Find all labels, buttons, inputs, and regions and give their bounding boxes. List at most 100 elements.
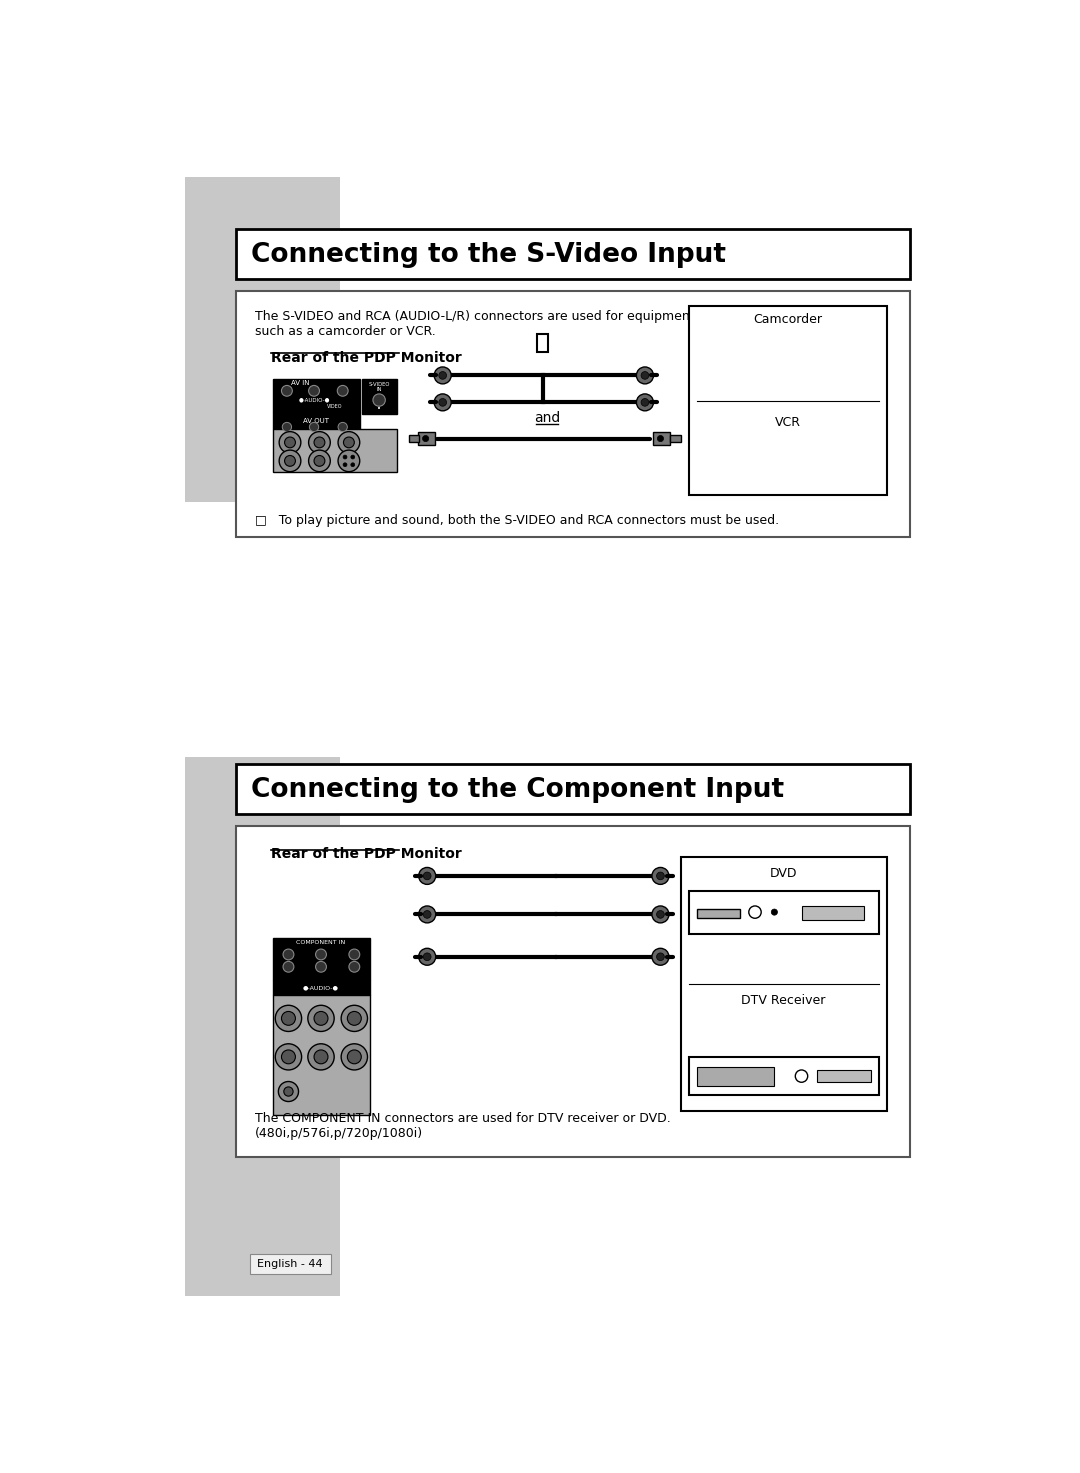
Circle shape xyxy=(275,1044,301,1069)
Circle shape xyxy=(282,1050,296,1064)
Text: AV IN: AV IN xyxy=(291,380,309,386)
Text: COMPONENT IN: COMPONENT IN xyxy=(296,940,346,946)
Circle shape xyxy=(795,1069,808,1083)
Circle shape xyxy=(434,393,451,411)
Text: (480i,p/576i,p/720p/1080i): (480i,p/576i,p/720p/1080i) xyxy=(255,1127,423,1140)
Bar xyxy=(235,826,910,1156)
Text: AV OUT: AV OUT xyxy=(302,418,328,424)
Text: Rear of the PDP Monitor: Rear of the PDP Monitor xyxy=(271,847,461,862)
Circle shape xyxy=(423,910,431,918)
Bar xyxy=(235,230,910,280)
Bar xyxy=(689,891,879,934)
Circle shape xyxy=(642,371,649,379)
Bar xyxy=(186,177,340,502)
Circle shape xyxy=(284,455,296,467)
Bar xyxy=(689,306,887,495)
Text: DTV Receiver: DTV Receiver xyxy=(742,994,826,1008)
Circle shape xyxy=(315,949,326,960)
Circle shape xyxy=(284,1087,293,1096)
Circle shape xyxy=(343,455,347,460)
Circle shape xyxy=(275,1005,301,1031)
Bar xyxy=(273,379,360,411)
Circle shape xyxy=(308,1005,334,1031)
Circle shape xyxy=(337,386,348,396)
Circle shape xyxy=(423,872,431,879)
Bar xyxy=(816,1069,872,1081)
Text: •: • xyxy=(377,405,381,411)
Text: The S-VIDEO and RCA (AUDIO-L/R) connectors are used for equipment with an S-Vide: The S-VIDEO and RCA (AUDIO-L/R) connecto… xyxy=(255,309,845,323)
Circle shape xyxy=(438,399,446,407)
Circle shape xyxy=(343,437,354,448)
Bar xyxy=(408,435,419,442)
Circle shape xyxy=(652,906,669,924)
Circle shape xyxy=(652,868,669,884)
Text: Connecting to the S-Video Input: Connecting to the S-Video Input xyxy=(252,242,726,268)
Bar xyxy=(670,435,680,442)
Circle shape xyxy=(338,423,348,432)
Circle shape xyxy=(283,949,294,960)
Circle shape xyxy=(419,868,435,884)
Text: such as a camcorder or VCR.: such as a camcorder or VCR. xyxy=(255,326,436,339)
Circle shape xyxy=(282,386,293,396)
Bar xyxy=(418,432,435,445)
Circle shape xyxy=(315,962,326,972)
Circle shape xyxy=(652,949,669,965)
Text: The COMPONENT IN connectors are used for DTV receiver or DVD.: The COMPONENT IN connectors are used for… xyxy=(255,1112,671,1125)
Circle shape xyxy=(642,399,649,407)
Bar xyxy=(689,1056,879,1096)
Circle shape xyxy=(636,393,653,411)
Circle shape xyxy=(351,455,354,460)
Circle shape xyxy=(309,451,330,471)
Circle shape xyxy=(314,1012,328,1025)
Circle shape xyxy=(351,463,354,467)
Bar xyxy=(186,757,340,1296)
Circle shape xyxy=(341,1005,367,1031)
Circle shape xyxy=(341,1044,367,1069)
Text: Connecting to the Component Input: Connecting to the Component Input xyxy=(252,776,784,803)
Circle shape xyxy=(422,436,429,442)
Text: VCR: VCR xyxy=(774,415,800,429)
Circle shape xyxy=(309,423,319,432)
Text: Camcorder: Camcorder xyxy=(753,314,822,327)
Text: DVD: DVD xyxy=(770,868,797,879)
Text: IN: IN xyxy=(377,387,382,392)
Circle shape xyxy=(423,953,431,960)
Circle shape xyxy=(282,1012,296,1025)
Circle shape xyxy=(309,386,320,396)
Circle shape xyxy=(657,872,664,879)
Bar xyxy=(362,379,397,414)
Bar xyxy=(697,1066,774,1086)
Circle shape xyxy=(348,1012,362,1025)
Text: S-VIDEO: S-VIDEO xyxy=(368,382,390,387)
Circle shape xyxy=(314,455,325,467)
Bar xyxy=(681,857,887,1111)
Circle shape xyxy=(284,437,296,448)
Text: ●-AUDIO-●: ●-AUDIO-● xyxy=(303,985,339,990)
Circle shape xyxy=(314,1050,328,1064)
Bar xyxy=(249,1254,332,1274)
Bar xyxy=(652,432,670,445)
Circle shape xyxy=(343,463,347,467)
Bar xyxy=(235,764,910,815)
Bar xyxy=(801,906,864,919)
Circle shape xyxy=(309,432,330,454)
Bar xyxy=(537,334,548,352)
Bar xyxy=(273,937,369,980)
Circle shape xyxy=(338,432,360,454)
Circle shape xyxy=(771,909,778,915)
Text: and: and xyxy=(535,411,561,424)
Circle shape xyxy=(348,1050,362,1064)
Circle shape xyxy=(279,1081,298,1102)
Bar xyxy=(235,290,910,538)
Circle shape xyxy=(657,910,664,918)
Text: Rear of the PDP Monitor: Rear of the PDP Monitor xyxy=(271,351,461,365)
Circle shape xyxy=(279,451,301,471)
Circle shape xyxy=(419,949,435,965)
Circle shape xyxy=(308,1044,334,1069)
Circle shape xyxy=(282,423,292,432)
Circle shape xyxy=(314,437,325,448)
Text: ●-AUDIO-●: ●-AUDIO-● xyxy=(298,398,329,402)
Circle shape xyxy=(658,436,663,442)
Circle shape xyxy=(349,962,360,972)
Bar xyxy=(697,909,740,918)
